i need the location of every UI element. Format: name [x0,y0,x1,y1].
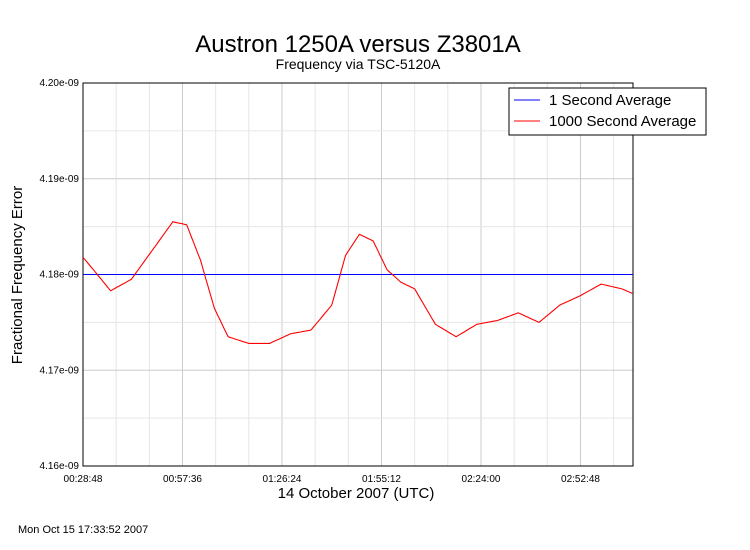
chart-subtitle: Frequency via TSC-5120A [276,56,441,72]
y-tick-label: 4.20e-09 [40,78,80,89]
y-tick-label: 4.18e-09 [40,270,80,281]
legend-label-1000-second: 1000 Second Average [549,113,696,130]
footer-timestamp: Mon Oct 15 17:33:52 2007 [18,524,148,536]
x-tick-label: 00:57:36 [163,474,202,485]
x-tick-label: 02:52:48 [561,474,600,485]
y-axis-label: Fractional Frequency Error [9,186,26,364]
y-tick-label: 4.19e-09 [40,174,80,185]
series-line-1000-second [82,221,633,344]
x-tick-label: 02:24:00 [462,474,501,485]
x-tick-label: 01:26:24 [263,474,302,485]
y-tick-label: 4.17e-09 [40,365,80,376]
y-tick-label: 4.16e-09 [40,461,80,472]
legend-box [508,87,707,136]
legend: 1 Second Average 1000 Second Average [508,87,707,136]
x-axis-label: 14 October 2007 (UTC) [278,485,435,502]
legend-label-1-second: 1 Second Average [549,92,671,109]
x-tick-label: 01:55:12 [362,474,401,485]
tick-labels: 00:28:48 00:57:36 01:26:24 01:55:12 02:24:00… [40,78,601,485]
chart-title: Austron 1250A versus Z3801A [195,31,521,58]
x-tick-label: 00:28:48 [64,474,103,485]
series-layer [82,221,633,344]
